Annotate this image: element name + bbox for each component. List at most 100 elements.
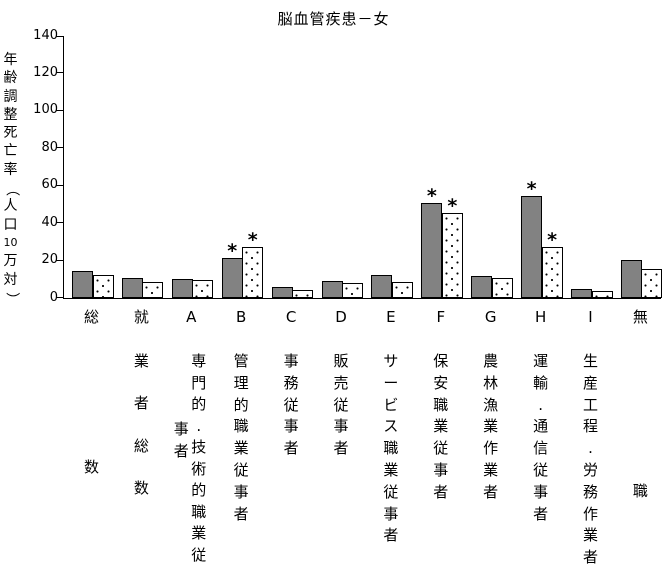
x-category-head-I: I xyxy=(588,308,593,326)
plot-area: * * * * * * xyxy=(56,36,663,299)
label-char: 総 xyxy=(133,436,149,455)
bar-white-dotted-A xyxy=(192,280,214,298)
label-char: 者 xyxy=(233,504,249,523)
bar-gray-solid-I xyxy=(571,288,592,298)
bar-white-dotted-E xyxy=(391,282,413,298)
significance-asterisk: * xyxy=(547,229,558,252)
label-char: 者 xyxy=(533,504,549,523)
x-category-label-H: 運輸. 通信従事者 xyxy=(532,353,549,527)
label-char: 術 xyxy=(191,459,207,478)
y-axis-tick-label: 20 xyxy=(41,252,58,268)
x-category-label-E: サービス職業従事者 xyxy=(382,353,399,549)
bar-white-dotted-F xyxy=(441,212,463,298)
label-char: 業 xyxy=(483,460,499,479)
label-char: 事 xyxy=(383,504,399,523)
significance-asterisk: * xyxy=(526,177,537,200)
significance-asterisk: * xyxy=(426,185,437,208)
label-char: 職 xyxy=(233,417,249,436)
x-category-label-G: 農林漁業作業者 xyxy=(482,353,499,506)
label-char: 管 xyxy=(233,352,249,370)
bar-gray-solid-総 xyxy=(72,270,93,298)
label-char: 職 xyxy=(383,439,399,458)
bar-gray-solid-就 xyxy=(121,278,143,298)
label-char: 漁 xyxy=(483,395,499,414)
label-char: 通 xyxy=(533,417,549,436)
x-category-label-総: 数 xyxy=(83,459,100,481)
label-char: 安 xyxy=(433,373,449,392)
x-category-label-B: 管理的職業従事者 xyxy=(233,353,250,527)
label-char: 保 xyxy=(433,352,449,370)
label-char: . xyxy=(588,439,593,458)
bar-gray-solid-G xyxy=(471,276,493,298)
label-char: 者 xyxy=(582,548,598,564)
x-category-label-I: 生産工程. 労務作業者 xyxy=(582,353,599,564)
label-char: 理 xyxy=(233,373,249,392)
x-category-head-無: 無 xyxy=(632,308,648,326)
label-char: ー xyxy=(383,373,399,392)
label-char: 労 xyxy=(582,460,598,479)
bar-white-dotted-無 xyxy=(641,268,663,298)
label-char: 業 xyxy=(383,460,399,479)
y-axis-title-char: 口 xyxy=(3,216,18,233)
x-category-head-B: B xyxy=(236,308,247,326)
y-axis-title-char: 死 xyxy=(3,125,18,142)
bar-gray-solid-H xyxy=(521,195,543,298)
significance-asterisk: * xyxy=(447,194,458,217)
label-char: 数 xyxy=(133,478,149,497)
bar-gray-solid-B xyxy=(221,257,243,298)
label-char: . xyxy=(538,395,543,414)
bar-gray-solid-無 xyxy=(620,259,642,298)
label-char: 業 xyxy=(233,439,249,458)
y-axis-title-char: 人 xyxy=(3,198,18,215)
y-axis-title-paren: ） xyxy=(3,292,20,307)
x-category-head-D: D xyxy=(335,308,347,326)
bar-gray-solid-F xyxy=(421,203,443,298)
y-axis-tick-label: 0 xyxy=(49,289,58,305)
label-char: 作 xyxy=(582,504,598,523)
label-char: 者 xyxy=(333,439,349,458)
x-category-label-無: 職 xyxy=(632,483,649,505)
label-char: 運 xyxy=(533,352,549,370)
label-char: 事 xyxy=(333,417,349,436)
x-category-label-F: 保安職業従事者 xyxy=(432,353,449,506)
label-char: 的 xyxy=(191,481,207,499)
x-category-label-就: 業者総数 xyxy=(133,353,150,522)
y-axis-title-char: 万 xyxy=(3,253,18,270)
bar-white-dotted-I xyxy=(591,291,613,298)
label-char: 務 xyxy=(283,373,299,392)
label-char: 的 xyxy=(191,395,207,413)
y-axis-tick xyxy=(56,222,63,224)
x-category-head-C: C xyxy=(285,308,297,326)
label-char: . xyxy=(196,416,202,435)
y-axis-tick xyxy=(56,109,63,111)
label-char: 業 xyxy=(133,352,149,370)
label-char: 従 xyxy=(191,545,207,564)
x-category-head-A: A xyxy=(186,308,197,326)
label-char: ビ xyxy=(383,395,399,414)
y-axis-tick xyxy=(56,72,63,74)
label-char: 事 xyxy=(173,420,189,438)
x-category-label-A-wrap: 事者 xyxy=(173,421,190,464)
y-axis-title-char: 齢 xyxy=(3,70,18,87)
label-char: 程 xyxy=(582,417,598,436)
y-axis-title-char: 10 xyxy=(3,235,18,249)
bar-gray-solid-E xyxy=(371,274,393,298)
bar-white-dotted-D xyxy=(342,282,363,298)
bar-white-dotted-G xyxy=(491,278,513,298)
y-axis-title-paren: （ xyxy=(3,182,20,197)
label-char: 事 xyxy=(283,352,299,370)
x-category-head-就: 就 xyxy=(133,308,149,326)
label-char: 業 xyxy=(433,417,449,436)
significance-asterisk: * xyxy=(247,229,258,252)
y-axis-title-char: 率 xyxy=(3,161,18,178)
label-char: 技 xyxy=(191,438,207,456)
label-char: 職 xyxy=(433,395,449,414)
y-axis-title: 年齢調整死亡率 （人口 10 万対 ） xyxy=(2,52,20,308)
label-char: 事 xyxy=(283,417,299,436)
label-char: 者 xyxy=(383,526,399,545)
label-char: 輸 xyxy=(533,373,549,392)
bar-white-dotted-就 xyxy=(142,282,164,298)
bar-white-dotted-B xyxy=(242,247,264,298)
label-char: 者 xyxy=(173,441,189,460)
